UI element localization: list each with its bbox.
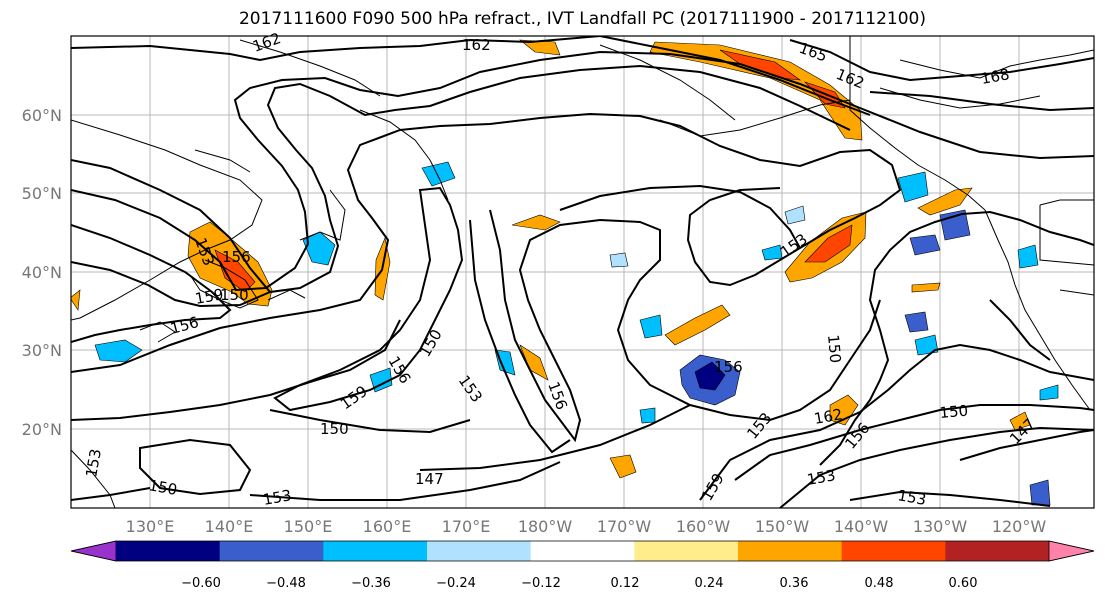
contour-label: 150 [939,402,969,422]
map-panel [71,36,1094,508]
colorbar-tick-label: −0.60 [181,576,221,591]
lon-label: 140°W [834,517,889,536]
contour-label: 153 [896,486,927,509]
contour-label: 168 [980,65,1011,88]
colorbar [70,540,1095,562]
colorbar-tick-label: 0.36 [780,576,809,591]
contour-label: 156 [714,358,743,376]
latitude-labels: 60°N 50°N 40°N 30°N 20°N [22,106,62,439]
colorbar-segment [427,541,532,561]
contour-label: 150 [320,420,349,438]
colorbar-tick-label: 0.24 [695,576,724,591]
colorbar-outline [70,540,1095,562]
contour-label: 156 [222,248,251,266]
contour-label: 162 [813,405,844,428]
longitude-labels: 130°E 140°E 150°E 160°E 170°E 180°W 170°… [126,517,1047,536]
colorbar-tick-label: −0.36 [351,576,391,591]
negative-anomaly-fills [94,161,1059,506]
colorbar-segment [945,541,1050,561]
contour-label: 150 [824,334,844,364]
colorbar-tick-label: −0.48 [266,576,306,591]
lon-label: 180°W [518,517,573,536]
lon-label: 130°E [126,517,175,536]
lon-label: 170°E [442,517,491,536]
lat-label: 20°N [22,420,62,439]
graticule [71,36,1094,508]
colorbar-segment [219,541,324,561]
contour-label: 150 [220,286,249,304]
lon-label: 120°W [992,517,1047,536]
colorbar-tick-label: 0.12 [611,576,640,591]
map-title: 2017111600 F090 500 hPa refract., IVT La… [238,9,926,29]
lon-label: 170°W [597,517,652,536]
colorbar-tick-labels: −0.60 −0.48 −0.36 −0.24 −0.12 0.12 0.24 … [181,576,977,591]
lon-label: 150°W [755,517,810,536]
colorbar-tick-label: −0.12 [521,576,561,591]
lat-label: 40°N [22,263,62,282]
contour-label: 153 [82,447,105,478]
lat-label: 50°N [22,184,62,203]
colorbar-segment [116,541,221,561]
colorbar-segment [530,541,635,561]
lat-label: 60°N [22,106,62,125]
colorbar-tick-label: −0.24 [436,576,476,591]
colorbar-segment [323,541,428,561]
height-contours [71,36,1094,508]
contour-label: 153 [262,486,293,509]
colorbar-segment [1048,540,1095,562]
contour-label: 147 [415,470,444,488]
colorbar-tick-label: 0.48 [865,576,894,591]
contour-label: 162 [462,36,491,54]
lon-label: 130°W [913,517,968,536]
colorbar-segment [738,541,843,561]
contour-label: 150 [147,476,178,499]
colorbar-tick-label: 0.60 [949,576,978,591]
lon-label: 150°E [284,517,333,536]
colorbar-segment [634,541,739,561]
lon-label: 160°E [363,517,412,536]
lon-label: 160°W [676,517,731,536]
contour-label: 153 [806,466,837,489]
colorbar-segment [70,540,117,562]
contour-label: 159 [194,285,225,308]
lon-label: 140°E [205,517,254,536]
colorbar-segment [841,541,946,561]
map-frame [70,35,1095,509]
lat-label: 30°N [22,341,62,360]
